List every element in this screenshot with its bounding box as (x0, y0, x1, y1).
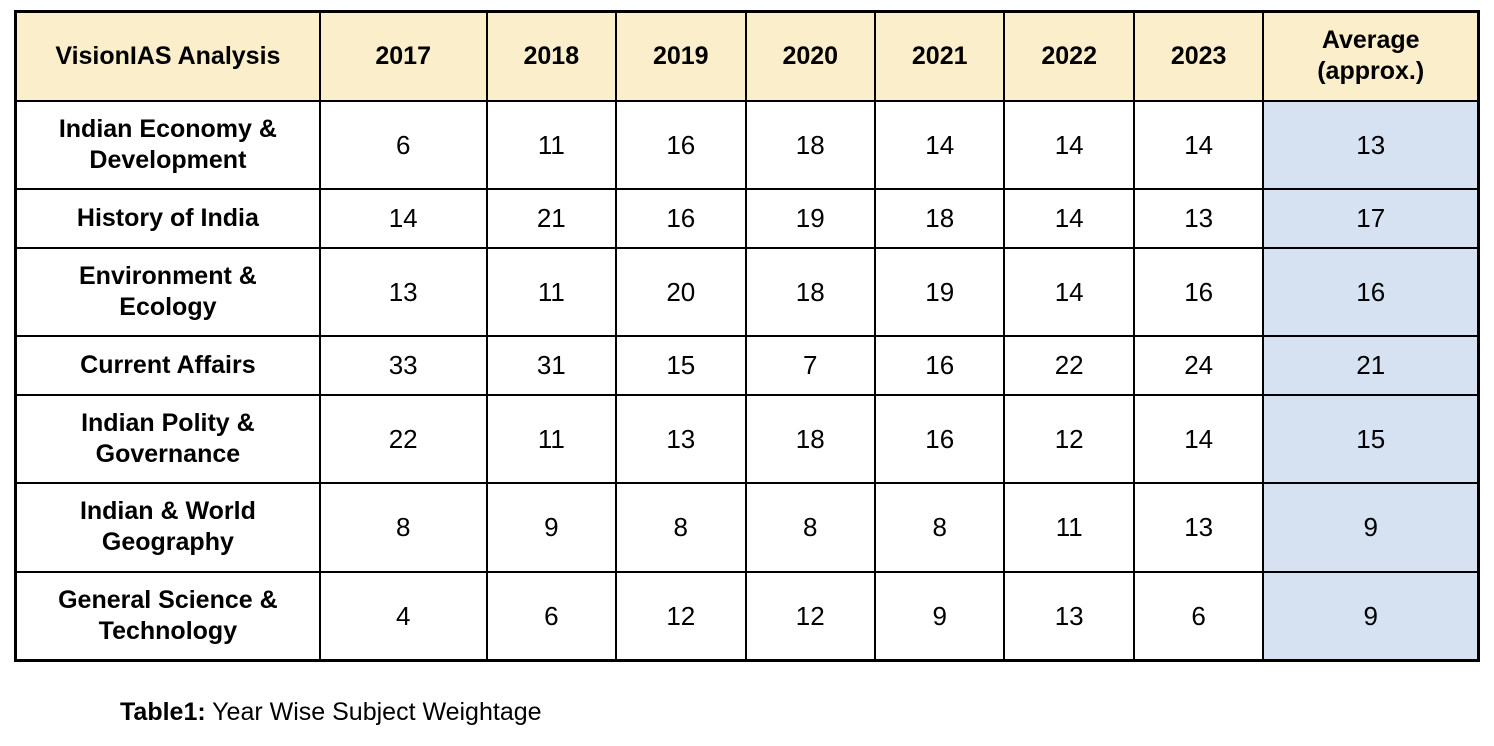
value-cell: 21 (485, 188, 618, 249)
value-cell: 6 (485, 570, 618, 662)
value-cell: 11 (1003, 482, 1135, 573)
value-cell: 20 (615, 246, 747, 337)
table-row: Environment & Ecology 13 11 20 18 19 14 … (14, 246, 1480, 337)
value-cell: 6 (1132, 570, 1265, 662)
value-cell: 13 (1003, 570, 1135, 662)
value-cell: 22 (1003, 335, 1135, 396)
value-cell: 18 (744, 99, 876, 190)
average-header-line2: (approx.) (1317, 57, 1425, 86)
value-cell: 8 (873, 482, 1006, 573)
value-cell: 8 (615, 482, 747, 573)
caption-text: Year Wise Subject Weightage (205, 698, 542, 726)
average-cell: 9 (1262, 570, 1480, 662)
subject-cell: Environment & Ecology (14, 246, 321, 337)
value-cell: 18 (744, 246, 876, 337)
value-cell: 11 (485, 246, 618, 337)
table-row: Indian & World Geography 8 9 8 8 8 11 13… (14, 482, 1480, 573)
table-row: History of India 14 21 16 19 18 14 13 17 (14, 188, 1480, 249)
value-cell: 12 (1003, 393, 1135, 484)
value-cell: 16 (1132, 246, 1265, 337)
value-cell: 9 (485, 482, 618, 573)
subject-cell: History of India (14, 188, 321, 249)
value-cell: 13 (1132, 188, 1265, 249)
value-cell: 19 (873, 246, 1006, 337)
year-header-cell: 2022 (1003, 10, 1135, 102)
value-cell: 33 (318, 335, 488, 396)
year-header-cell: 2021 (873, 10, 1006, 102)
average-cell: 21 (1262, 335, 1480, 396)
average-cell: 9 (1262, 482, 1480, 573)
average-header-cell: Average (approx.) (1262, 10, 1480, 102)
value-cell: 4 (318, 570, 488, 662)
value-cell: 9 (873, 570, 1006, 662)
value-cell: 24 (1132, 335, 1265, 396)
value-cell: 16 (873, 393, 1006, 484)
subject-cell: Indian Polity & Governance (14, 393, 321, 484)
value-cell: 16 (615, 99, 747, 190)
value-cell: 13 (318, 246, 488, 337)
value-cell: 14 (1132, 99, 1265, 190)
average-cell: 15 (1262, 393, 1480, 484)
average-header-line1: Average (1321, 26, 1420, 54)
value-cell: 31 (485, 335, 618, 396)
average-cell: 17 (1262, 188, 1480, 249)
table-row: Indian Economy & Development 6 11 16 18 … (14, 99, 1480, 190)
value-cell: 16 (615, 188, 747, 249)
value-cell: 15 (615, 335, 747, 396)
table-caption: Table1: Year Wise Subject Weightage (120, 698, 1480, 727)
value-cell: 16 (873, 335, 1006, 396)
value-cell: 22 (318, 393, 488, 484)
value-cell: 18 (873, 188, 1006, 249)
table-header-row: VisionIAS Analysis 2017 2018 2019 2020 2… (14, 10, 1480, 102)
year-header-cell: 2020 (744, 10, 876, 102)
value-cell: 14 (1003, 99, 1135, 190)
value-cell: 11 (485, 99, 618, 190)
value-cell: 11 (485, 393, 618, 484)
value-cell: 14 (1132, 393, 1265, 484)
subject-cell: Current Affairs (14, 335, 321, 396)
value-cell: 8 (318, 482, 488, 573)
year-wise-subject-weightage-table: VisionIAS Analysis 2017 2018 2019 2020 2… (14, 10, 1480, 662)
table-row: General Science & Technology 4 6 12 12 9… (14, 570, 1480, 662)
year-header-cell: 2023 (1132, 10, 1265, 102)
average-cell: 16 (1262, 246, 1480, 337)
value-cell: 13 (615, 393, 747, 484)
table-row: Indian Polity & Governance 22 11 13 18 1… (14, 393, 1480, 484)
value-cell: 6 (318, 99, 488, 190)
value-cell: 14 (318, 188, 488, 249)
value-cell: 7 (744, 335, 876, 396)
value-cell: 13 (1132, 482, 1265, 573)
value-cell: 12 (744, 570, 876, 662)
table-row: Current Affairs 33 31 15 7 16 22 24 21 (14, 335, 1480, 396)
value-cell: 14 (1003, 188, 1135, 249)
corner-header-cell: VisionIAS Analysis (14, 10, 321, 102)
average-cell: 13 (1262, 99, 1480, 190)
value-cell: 8 (744, 482, 876, 573)
year-header-cell: 2018 (485, 10, 618, 102)
value-cell: 14 (873, 99, 1006, 190)
value-cell: 18 (744, 393, 876, 484)
caption-label: Table1: (120, 698, 206, 726)
subject-cell: General Science & Technology (14, 570, 321, 662)
value-cell: 14 (1003, 246, 1135, 337)
year-header-cell: 2017 (318, 10, 488, 102)
subject-cell: Indian Economy & Development (14, 99, 321, 190)
value-cell: 19 (744, 188, 876, 249)
subject-cell: Indian & World Geography (14, 482, 321, 573)
year-header-cell: 2019 (615, 10, 747, 102)
value-cell: 12 (615, 570, 747, 662)
